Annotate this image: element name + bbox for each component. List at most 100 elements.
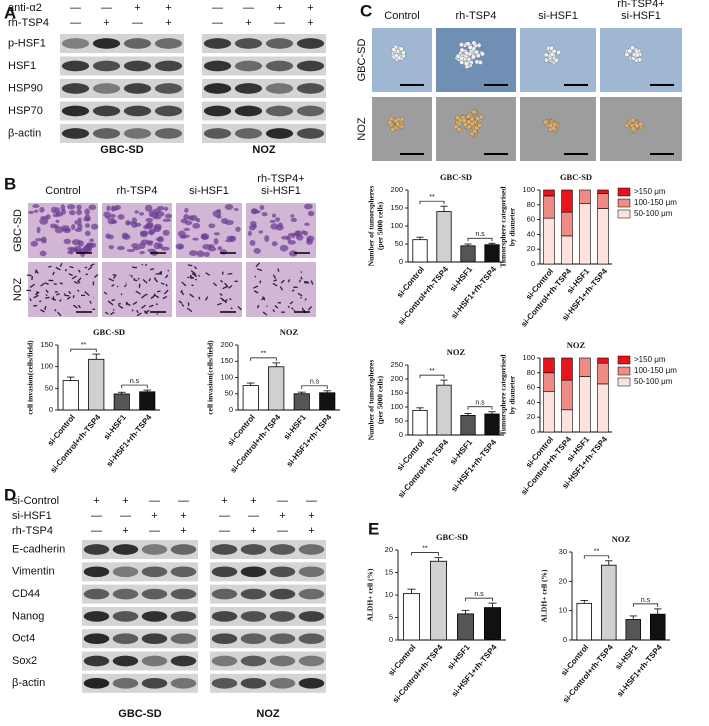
cell <box>118 214 125 220</box>
sphere-cell <box>464 62 468 66</box>
blot-band <box>93 38 120 49</box>
cell <box>85 231 91 236</box>
cell <box>122 234 130 240</box>
blot-band <box>155 106 182 117</box>
sphere-cell <box>454 124 458 128</box>
protein-label: HSP70 <box>8 105 43 117</box>
cell <box>132 267 137 268</box>
blot-band <box>297 38 324 49</box>
y-tick-label: 50 <box>395 416 403 425</box>
treatment-mark: — <box>306 495 317 507</box>
treatment-mark: — <box>248 510 259 522</box>
blot-band <box>266 61 293 72</box>
cell <box>135 223 141 227</box>
cell <box>109 245 114 249</box>
bar-segment <box>562 410 573 432</box>
y-tick-label: 200 <box>220 340 233 349</box>
cell <box>291 218 297 222</box>
sphere-cell <box>554 58 558 62</box>
sphere-cell <box>556 50 560 54</box>
treatment-mark: + <box>250 495 256 507</box>
cell <box>250 221 256 226</box>
bar-segment <box>598 209 609 265</box>
y-tick-label: 10 <box>385 590 393 599</box>
blot-band <box>124 38 151 49</box>
y-tick-label: 40 <box>527 229 535 238</box>
error-bar <box>440 206 447 211</box>
row-label: NOZ <box>356 117 368 141</box>
treatment-mark: + <box>221 495 227 507</box>
bar-segment <box>580 358 591 377</box>
blot-band <box>299 589 325 600</box>
cell <box>150 269 154 270</box>
blot-band <box>241 611 267 622</box>
blot-band <box>270 678 296 689</box>
cell <box>30 298 31 301</box>
y-axis-label: ALDH+ cell (%) <box>366 568 375 622</box>
blot-band <box>62 61 89 72</box>
cell <box>157 313 158 314</box>
cell-line-label: NOZ <box>252 144 276 156</box>
y-tick-label: 60 <box>527 215 535 224</box>
bar <box>320 393 335 410</box>
y-tick-label: 150 <box>390 203 403 212</box>
cell <box>139 251 145 254</box>
cell <box>117 286 118 287</box>
significance-bracket <box>633 604 658 607</box>
blot-band <box>297 83 324 94</box>
bar <box>484 608 500 640</box>
column-header: rh-TSP4 <box>117 185 158 197</box>
cell <box>229 236 236 242</box>
bar-segment <box>580 190 591 203</box>
blot-band <box>155 83 182 94</box>
bar <box>457 614 473 640</box>
blot-band <box>84 566 110 577</box>
cell <box>164 207 168 211</box>
cell <box>67 251 72 255</box>
cell <box>183 214 189 220</box>
cell <box>280 245 289 252</box>
y-tick-label: 5 <box>389 612 393 621</box>
significance-bracket <box>420 375 444 378</box>
y-tick-label: 0 <box>229 405 233 414</box>
bar-segment <box>562 380 573 410</box>
y-tick-label: 150 <box>220 356 233 365</box>
legend-label: 50-100 μm <box>634 377 673 386</box>
bar <box>626 619 641 640</box>
legend-label: >150 μm <box>634 355 666 364</box>
blot-band <box>155 61 182 72</box>
bar <box>269 367 284 410</box>
cell <box>148 228 155 234</box>
cell <box>208 247 216 252</box>
treatment-mark: — <box>277 495 288 507</box>
blot-band <box>212 633 238 644</box>
treatment-mark: — <box>243 2 254 14</box>
cell <box>270 220 276 223</box>
cell-line-label: GBC-SD <box>100 144 143 156</box>
cell <box>158 243 163 248</box>
blot-band <box>235 128 262 139</box>
bar <box>63 381 78 410</box>
sphere-cell <box>472 41 476 45</box>
cell <box>32 204 39 208</box>
blot-band <box>235 83 262 94</box>
cell <box>83 217 90 222</box>
column-header: Control <box>45 185 80 197</box>
bar <box>89 359 104 410</box>
sphere-cell <box>550 52 554 56</box>
treatment-label: rh-TSP4 <box>12 525 53 537</box>
significance-bracket <box>412 553 439 556</box>
sphere-cell <box>394 53 398 57</box>
bar-segment <box>544 391 555 432</box>
bar-segment <box>598 384 609 432</box>
blot-band <box>62 38 89 49</box>
bar <box>650 614 665 640</box>
legend-swatch <box>618 378 630 386</box>
cell <box>85 223 90 228</box>
blot-band <box>299 633 325 644</box>
cell <box>162 219 171 222</box>
cell <box>204 252 210 257</box>
legend-swatch <box>618 367 630 375</box>
cell <box>151 212 159 218</box>
